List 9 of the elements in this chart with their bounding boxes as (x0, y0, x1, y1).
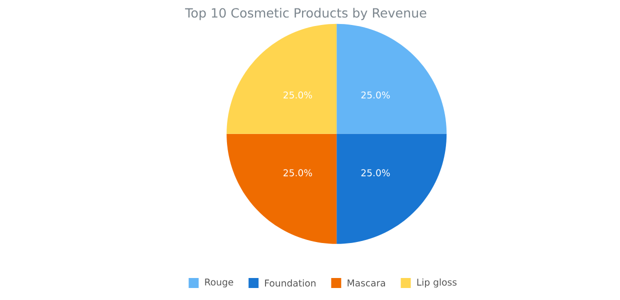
data-label: 25.0% (284, 169, 312, 176)
legend-label: Rouge (205, 278, 234, 288)
data-label: 25.0% (284, 91, 312, 99)
data-label: 25.0% (361, 91, 390, 99)
chart-title: Top 10 Cosmetic Products by Revenue (185, 8, 426, 20)
data-label: 25.0% (361, 169, 390, 176)
legend-label: Foundation (265, 279, 316, 287)
legend-label: Lip gloss (417, 278, 457, 288)
legend-label: Mascara (348, 280, 385, 286)
